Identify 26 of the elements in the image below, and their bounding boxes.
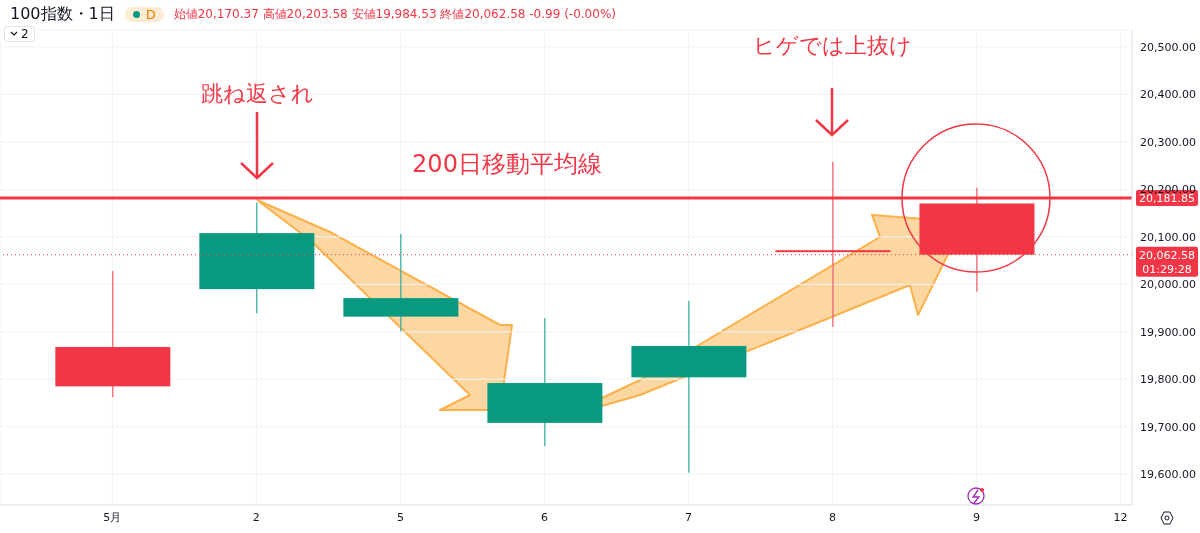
- y-tick-label: 19,700.00: [1140, 420, 1196, 434]
- y-tick-label: 20,400.00: [1140, 88, 1196, 102]
- annotation: 2: [21, 27, 29, 41]
- ref-line-label: 20,062.58: [1139, 248, 1195, 262]
- chart-title: 100指数・1日: [10, 4, 115, 25]
- y-tick-label: 20,100.00: [1140, 230, 1196, 244]
- x-tick-label: 5月: [103, 510, 122, 524]
- x-tick-label: 8: [828, 510, 836, 524]
- y-tick-label: 19,600.00: [1140, 468, 1196, 482]
- annotation: 跳ね返され: [200, 81, 314, 106]
- x-tick-label: 2: [252, 510, 260, 524]
- y-tick-label: 20,300.00: [1140, 135, 1196, 149]
- text: D: [124, 7, 164, 22]
- annotation: ヒゲでは上抜け: [752, 33, 912, 58]
- x-tick-label: 12: [1113, 510, 1128, 524]
- x-tick-label: 5: [396, 510, 404, 524]
- x-tick-label: 9: [972, 510, 980, 524]
- x-tick-label: 7: [684, 510, 692, 524]
- y-tick-label: 20,000.00: [1140, 278, 1196, 292]
- text: 01:29:28: [1142, 262, 1192, 276]
- y-tick-label: 19,900.00: [1140, 325, 1196, 339]
- y-tick-label: 20,500.00: [1140, 40, 1196, 54]
- y-tick-label: 19,800.00: [1140, 373, 1196, 387]
- x-tick-label: 6: [540, 510, 548, 524]
- chart-subtitle: 始値20,170.37 高値20,203.58 安値19,984.53 終値20,062.58 -0.99 (-0.00%): [173, 6, 616, 23]
- annotation: 200日移動平均線: [412, 150, 602, 178]
